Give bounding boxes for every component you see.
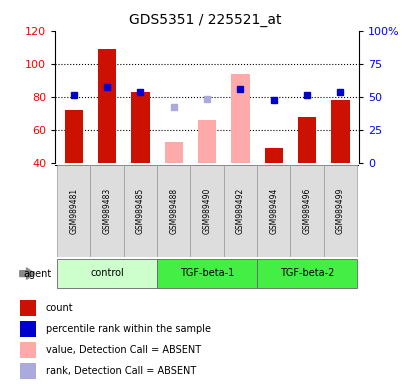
Bar <box>198 120 216 163</box>
Bar <box>157 259 256 288</box>
Text: percentile rank within the sample: percentile rank within the sample <box>45 324 210 334</box>
Text: control: control <box>90 268 124 278</box>
Text: GSM989485: GSM989485 <box>135 188 144 234</box>
Text: GSM989494: GSM989494 <box>269 188 278 234</box>
Bar <box>20 342 36 358</box>
Text: agent: agent <box>23 268 51 279</box>
Bar <box>323 165 356 257</box>
Bar <box>190 165 223 257</box>
Text: TGF-beta-1: TGF-beta-1 <box>180 268 234 278</box>
Bar <box>57 165 90 257</box>
Bar <box>290 165 323 257</box>
Bar <box>256 165 290 257</box>
Bar <box>20 363 36 379</box>
FancyArrow shape <box>20 268 34 279</box>
Bar <box>231 74 249 163</box>
Bar <box>297 117 315 163</box>
Bar <box>164 142 182 163</box>
Text: GSM989499: GSM989499 <box>335 188 344 234</box>
Text: GSM989496: GSM989496 <box>302 188 311 234</box>
Text: value, Detection Call = ABSENT: value, Detection Call = ABSENT <box>45 345 200 355</box>
Bar <box>20 321 36 337</box>
Bar <box>330 100 349 163</box>
Bar <box>256 259 356 288</box>
Text: GSM989490: GSM989490 <box>202 188 211 234</box>
Bar <box>124 165 157 257</box>
Text: TGF-beta-2: TGF-beta-2 <box>279 268 333 278</box>
Bar <box>57 259 157 288</box>
Text: GSM989492: GSM989492 <box>235 188 244 234</box>
Bar <box>98 49 116 163</box>
Bar <box>20 300 36 316</box>
Text: count: count <box>45 303 73 313</box>
Text: GSM989488: GSM989488 <box>169 188 178 234</box>
Bar <box>264 148 282 163</box>
Bar <box>157 165 190 257</box>
Text: GSM989483: GSM989483 <box>102 188 111 234</box>
Text: GSM989481: GSM989481 <box>69 188 78 234</box>
Bar <box>64 110 83 163</box>
Bar <box>90 165 124 257</box>
Text: rank, Detection Call = ABSENT: rank, Detection Call = ABSENT <box>45 366 196 376</box>
Bar <box>223 165 256 257</box>
Text: GDS5351 / 225521_at: GDS5351 / 225521_at <box>128 13 281 27</box>
Bar <box>131 92 149 163</box>
